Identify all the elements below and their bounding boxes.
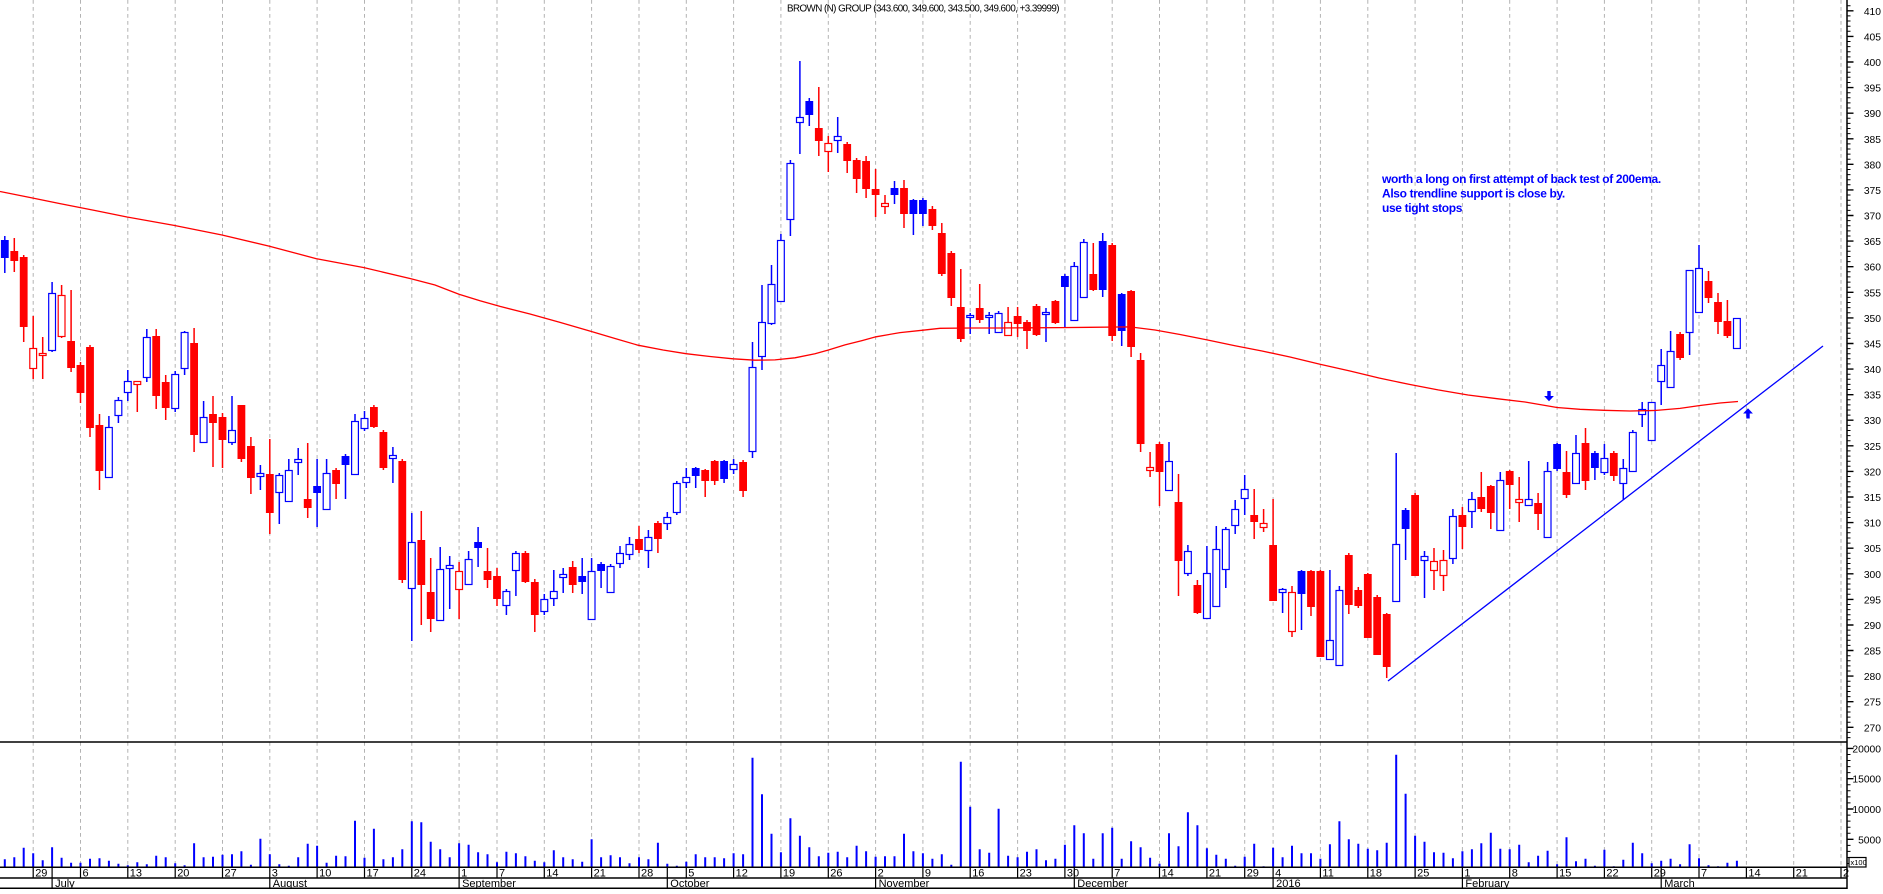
svg-text:15000: 15000	[1852, 775, 1881, 786]
svg-text:365: 365	[1864, 237, 1881, 248]
svg-text:10000: 10000	[1852, 805, 1881, 816]
svg-text:280: 280	[1864, 672, 1881, 683]
svg-text:November: November	[879, 878, 930, 889]
svg-text:29: 29	[35, 868, 47, 880]
svg-text:x100: x100	[1851, 858, 1867, 867]
svg-text:375: 375	[1864, 186, 1881, 197]
svg-text:8: 8	[1512, 868, 1518, 880]
svg-text:21: 21	[1796, 868, 1808, 880]
svg-text:13: 13	[130, 868, 142, 880]
svg-text:300: 300	[1864, 570, 1881, 581]
svg-text:1: 1	[1464, 868, 1470, 880]
svg-text:23: 23	[1020, 868, 1032, 880]
svg-text:270: 270	[1864, 723, 1881, 734]
svg-text:9: 9	[925, 868, 931, 880]
svg-text:September: September	[462, 878, 516, 889]
svg-text:385: 385	[1864, 135, 1881, 146]
svg-text:4: 4	[1275, 868, 1281, 880]
svg-text:330: 330	[1864, 416, 1881, 427]
svg-text:380: 380	[1864, 160, 1881, 171]
svg-text:16: 16	[972, 868, 984, 880]
svg-text:29: 29	[1654, 868, 1666, 880]
svg-text:20000: 20000	[1852, 744, 1881, 755]
svg-text:7: 7	[1114, 868, 1120, 880]
svg-text:390: 390	[1864, 109, 1881, 120]
svg-text:3: 3	[272, 868, 278, 880]
svg-text:26: 26	[830, 868, 842, 880]
svg-text:310: 310	[1864, 519, 1881, 530]
svg-text:290: 290	[1864, 621, 1881, 632]
svg-text:25: 25	[1417, 868, 1429, 880]
svg-text:19: 19	[783, 868, 795, 880]
svg-text:February: February	[1465, 878, 1510, 889]
svg-text:410: 410	[1864, 7, 1881, 18]
svg-text:2: 2	[878, 868, 884, 880]
svg-text:August: August	[273, 878, 307, 889]
svg-text:350: 350	[1864, 314, 1881, 325]
svg-text:March: March	[1664, 878, 1695, 889]
svg-text:14: 14	[546, 868, 558, 880]
svg-text:5000: 5000	[1858, 835, 1881, 846]
svg-text:7: 7	[499, 868, 505, 880]
svg-text:285: 285	[1864, 647, 1881, 658]
svg-text:12: 12	[736, 868, 748, 880]
svg-text:395: 395	[1864, 84, 1881, 95]
svg-text:December: December	[1077, 878, 1128, 889]
svg-text:22: 22	[1606, 868, 1618, 880]
svg-text:405: 405	[1864, 32, 1881, 43]
svg-text:2: 2	[1843, 868, 1849, 880]
svg-text:400: 400	[1864, 58, 1881, 69]
svg-text:305: 305	[1864, 544, 1881, 555]
svg-text:345: 345	[1864, 340, 1881, 351]
svg-text:use tight stops: use tight stops	[1382, 201, 1463, 215]
svg-text:340: 340	[1864, 365, 1881, 376]
svg-text:11: 11	[1322, 868, 1333, 880]
svg-text:295: 295	[1864, 595, 1881, 606]
svg-text:21: 21	[594, 868, 606, 880]
svg-text:30: 30	[1067, 868, 1079, 880]
svg-text:315: 315	[1864, 493, 1881, 504]
svg-text:14: 14	[1162, 868, 1174, 880]
svg-text:5: 5	[688, 868, 694, 880]
svg-text:28: 28	[641, 868, 653, 880]
svg-text:15: 15	[1559, 868, 1571, 880]
svg-text:355: 355	[1864, 288, 1881, 299]
svg-text:325: 325	[1864, 442, 1881, 453]
svg-text:17: 17	[367, 868, 379, 880]
svg-text:360: 360	[1864, 263, 1881, 274]
svg-text:370: 370	[1864, 212, 1881, 223]
svg-text:Also trendline support is clos: Also trendline support is close by.	[1382, 187, 1565, 201]
svg-text:24: 24	[414, 868, 426, 880]
svg-text:1: 1	[461, 868, 467, 880]
svg-text:October: October	[670, 878, 709, 889]
svg-text:BROWN (N) GROUP (343.600, 349.: BROWN (N) GROUP (343.600, 349.600, 343.5…	[787, 4, 1059, 15]
svg-text:14: 14	[1748, 868, 1760, 880]
svg-text:2016: 2016	[1276, 878, 1300, 889]
svg-text:27: 27	[225, 868, 237, 880]
svg-text:July: July	[55, 878, 75, 889]
svg-text:29: 29	[1247, 868, 1259, 880]
svg-text:10: 10	[319, 868, 331, 880]
svg-text:335: 335	[1864, 391, 1881, 402]
svg-text:worth a long on first attempt: worth a long on first attempt of back te…	[1381, 172, 1661, 186]
svg-text:320: 320	[1864, 467, 1881, 478]
svg-text:6: 6	[83, 868, 89, 880]
svg-text:18: 18	[1370, 868, 1382, 880]
svg-text:7: 7	[1701, 868, 1707, 880]
svg-text:20: 20	[177, 868, 189, 880]
svg-text:275: 275	[1864, 698, 1881, 709]
svg-text:21: 21	[1209, 868, 1221, 880]
